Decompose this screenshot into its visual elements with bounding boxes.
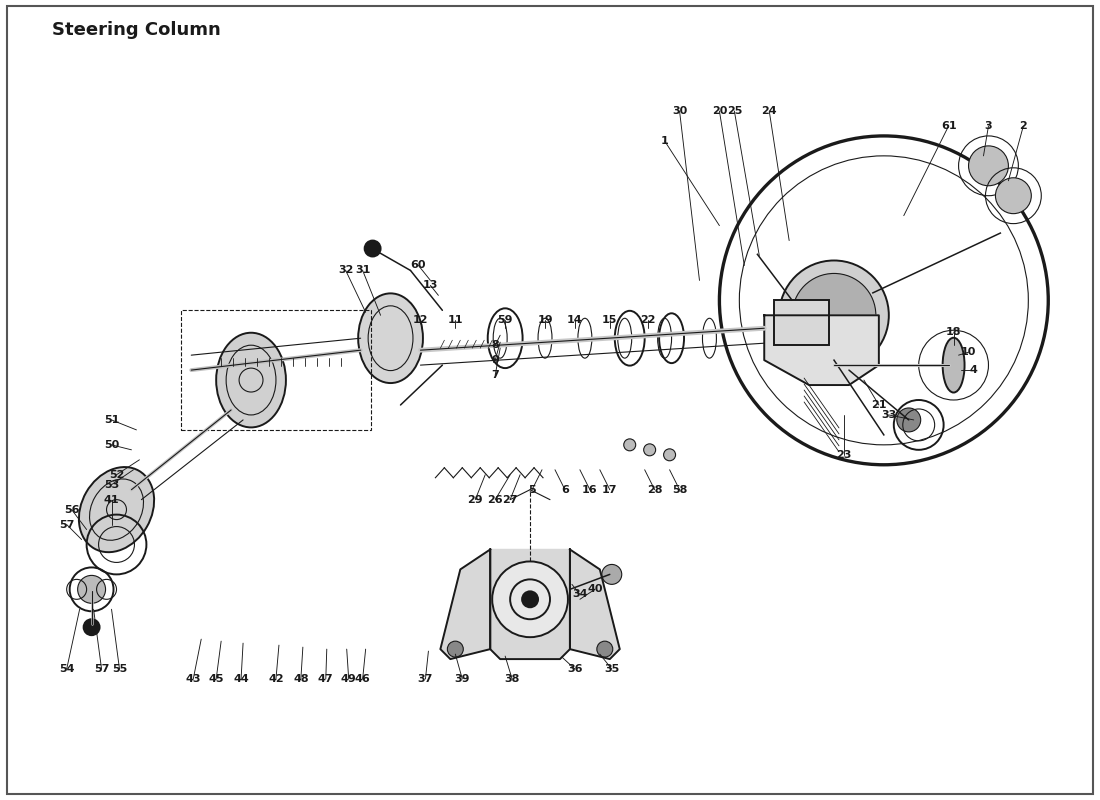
Circle shape [448,641,463,657]
Polygon shape [491,550,570,659]
Text: 56: 56 [64,505,79,514]
Text: 1: 1 [661,136,669,146]
Text: 29: 29 [468,494,483,505]
Circle shape [492,562,568,637]
Text: 37: 37 [418,674,433,684]
Text: 6: 6 [561,485,569,494]
Text: 61: 61 [940,121,956,131]
Ellipse shape [943,338,965,393]
Text: 33: 33 [881,410,896,420]
Text: 15: 15 [602,315,617,326]
Polygon shape [764,315,879,385]
Text: 13: 13 [422,280,438,290]
Text: 52: 52 [109,470,124,480]
Circle shape [624,439,636,451]
Text: 60: 60 [410,261,426,270]
Text: 38: 38 [505,674,520,684]
Text: 12: 12 [412,315,428,326]
Text: 5: 5 [528,485,536,494]
Text: 8: 8 [492,340,499,350]
Text: 21: 21 [871,400,887,410]
Text: 9: 9 [492,355,499,365]
Text: 36: 36 [568,664,583,674]
Text: 48: 48 [293,674,309,684]
Polygon shape [570,550,619,659]
Text: 49: 49 [341,674,356,684]
Circle shape [996,178,1032,214]
Text: 11: 11 [448,315,463,326]
Text: 57: 57 [59,519,75,530]
Circle shape [644,444,656,456]
Circle shape [779,261,889,370]
Text: 54: 54 [59,664,75,674]
Text: 35: 35 [604,664,619,674]
Text: 34: 34 [572,590,587,599]
Text: 22: 22 [640,315,656,326]
Text: 28: 28 [647,485,662,494]
Text: Steering Column: Steering Column [52,22,220,39]
Text: 14: 14 [568,315,583,326]
Circle shape [792,274,876,357]
Text: 16: 16 [582,485,597,494]
Text: 24: 24 [761,106,777,116]
Ellipse shape [79,467,154,552]
Text: 50: 50 [103,440,119,450]
Circle shape [896,408,921,432]
Text: 44: 44 [233,674,249,684]
Polygon shape [440,550,491,659]
Text: 27: 27 [503,494,518,505]
Circle shape [602,565,621,584]
Circle shape [364,241,381,257]
Bar [182,310,371,430]
Circle shape [597,641,613,657]
Text: 45: 45 [208,674,224,684]
Text: 10: 10 [961,347,976,357]
Text: 25: 25 [727,106,742,116]
Text: 58: 58 [672,485,688,494]
Text: 19: 19 [537,315,553,326]
Text: 17: 17 [602,485,617,494]
Circle shape [84,619,100,635]
Text: 46: 46 [355,674,371,684]
Text: 59: 59 [497,315,513,326]
Text: 40: 40 [587,584,603,594]
Text: 31: 31 [355,266,371,275]
Text: 41: 41 [103,494,119,505]
Bar [774,300,829,345]
Text: 30: 30 [672,106,688,116]
Circle shape [663,449,675,461]
Text: 47: 47 [318,674,333,684]
Text: 51: 51 [103,415,119,425]
Text: 26: 26 [487,494,503,505]
Ellipse shape [359,294,422,383]
Circle shape [522,591,538,607]
Text: 53: 53 [103,480,119,490]
Text: 32: 32 [338,266,353,275]
Circle shape [968,146,1009,186]
Ellipse shape [217,333,286,427]
Text: 4: 4 [969,365,978,375]
Text: 43: 43 [186,674,201,684]
Text: 20: 20 [712,106,727,116]
Text: 7: 7 [492,370,499,380]
Text: 57: 57 [94,664,109,674]
Text: 55: 55 [112,664,128,674]
Circle shape [78,575,106,603]
Text: 39: 39 [454,674,470,684]
Text: 23: 23 [836,450,851,460]
Text: 3: 3 [984,121,992,131]
Text: 2: 2 [1020,121,1027,131]
Text: 18: 18 [946,327,961,338]
Text: 42: 42 [268,674,284,684]
